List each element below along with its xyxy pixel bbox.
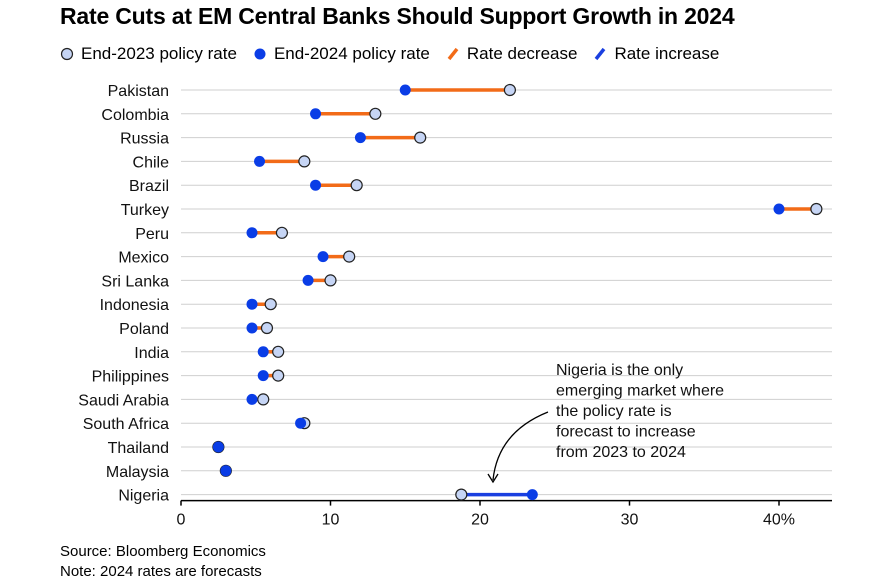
- end-2024-dot: [246, 227, 258, 239]
- legend-label-decrease: Rate decrease: [466, 44, 578, 63]
- end-2024-dot: [246, 322, 258, 334]
- end-2023-dot: [343, 250, 356, 263]
- end-2024-dot: [302, 274, 314, 286]
- end-2023-dot: [260, 321, 274, 335]
- legend-item-increase: Rate increase: [593, 44, 719, 64]
- legend-item-decrease: Rate decrease: [446, 44, 578, 64]
- category-label: Mexico: [118, 250, 169, 267]
- filled-dot-icon: [254, 48, 266, 60]
- annotation-line: emerging market where: [556, 383, 724, 400]
- end-2024-dot: [295, 417, 307, 429]
- legend: End-2023 policy rate End-2024 policy rat…: [60, 43, 735, 65]
- category-label: Colombia: [101, 107, 169, 124]
- end-2023-dot: [369, 107, 382, 120]
- category-label: Turkey: [121, 202, 169, 219]
- legend-label-end-2023: End-2023 policy rate: [81, 44, 237, 63]
- end-2024-dot: [310, 108, 322, 120]
- category-label: Nigeria: [118, 488, 169, 505]
- end-2023-dot: [455, 488, 468, 501]
- category-label: South Africa: [83, 416, 169, 433]
- annotation-line: forecast to increase: [556, 424, 696, 441]
- end-2024-dot: [773, 203, 785, 215]
- x-tick-label: 30: [621, 512, 639, 529]
- end-2023-dot: [414, 131, 427, 144]
- category-label: Peru: [135, 226, 169, 243]
- category-label: Indonesia: [100, 297, 169, 314]
- end-2023-dot: [264, 298, 277, 311]
- footer: Source: Bloomberg Economics Note: 2024 r…: [60, 542, 266, 582]
- annotation-line: the policy rate is: [556, 403, 672, 420]
- end-2024-dot: [317, 251, 329, 263]
- annotation-arrow: [492, 411, 549, 481]
- end-2023-dot: [350, 179, 363, 192]
- category-label: Chile: [133, 154, 170, 171]
- end-2023-dot: [272, 345, 285, 358]
- end-2023-dot: [275, 226, 289, 239]
- end-2024-dot: [257, 370, 269, 382]
- legend-label-end-2024: End-2024 policy rate: [273, 44, 430, 63]
- x-tick-label: 10: [322, 512, 340, 529]
- dumbbell-chart: Pakistan Colombia Russia Chile Brazil Turkey P…: [78, 83, 832, 529]
- end-2023-dot: [503, 83, 516, 97]
- arrow-head-icon: [487, 473, 499, 484]
- category-label: Pakistan: [108, 83, 169, 100]
- blue-slash-icon: [595, 47, 606, 61]
- category-label: Poland: [119, 321, 169, 338]
- category-label: Philippines: [92, 369, 169, 386]
- chart-title: Rate Cuts at EM Central Banks Should Sup…: [60, 3, 735, 29]
- source-note: Source: Bloomberg Economics: [60, 543, 266, 560]
- end-2024-dot: [310, 179, 322, 191]
- hollow-dot-icon: [60, 47, 74, 61]
- legend-item-end-2023: End-2023 policy rate: [60, 44, 237, 64]
- end-2024-dot: [257, 346, 269, 358]
- legend-item-end-2024: End-2024 policy rate: [253, 44, 430, 64]
- orange-slash-icon: [447, 47, 459, 61]
- category-label: Russia: [120, 131, 169, 148]
- x-tick-label: 40%: [763, 512, 795, 529]
- category-label: India: [134, 345, 169, 362]
- end-2023-dot: [298, 155, 311, 168]
- annotation-line: Nigeria is the only: [556, 362, 683, 379]
- forecast-note: Note: 2024 rates are forecasts: [60, 563, 262, 580]
- annotation-line: from 2023 to 2024: [556, 444, 686, 461]
- end-2024-dot: [253, 155, 265, 167]
- end-2024-dot: [220, 465, 232, 477]
- end-2023-dot: [257, 393, 270, 406]
- end-2024-dot: [526, 489, 538, 501]
- end-2024-dot: [399, 84, 411, 96]
- end-2023-dot: [810, 202, 823, 216]
- end-2024-dot: [354, 132, 366, 144]
- category-label: Brazil: [129, 178, 169, 195]
- x-tick-label: 0: [177, 512, 186, 529]
- end-2023-dot: [324, 274, 337, 287]
- category-label: Malaysia: [106, 464, 169, 481]
- end-2024-dot: [246, 393, 258, 405]
- category-label: Saudi Arabia: [78, 392, 169, 409]
- category-label: Sri Lanka: [101, 273, 169, 290]
- end-2023-dot: [272, 369, 285, 382]
- end-2024-dot: [246, 298, 258, 310]
- end-2024-dot: [212, 441, 224, 453]
- x-tick-label: 20: [471, 512, 489, 529]
- legend-label-increase: Rate increase: [614, 44, 720, 63]
- category-label: Thailand: [108, 440, 169, 457]
